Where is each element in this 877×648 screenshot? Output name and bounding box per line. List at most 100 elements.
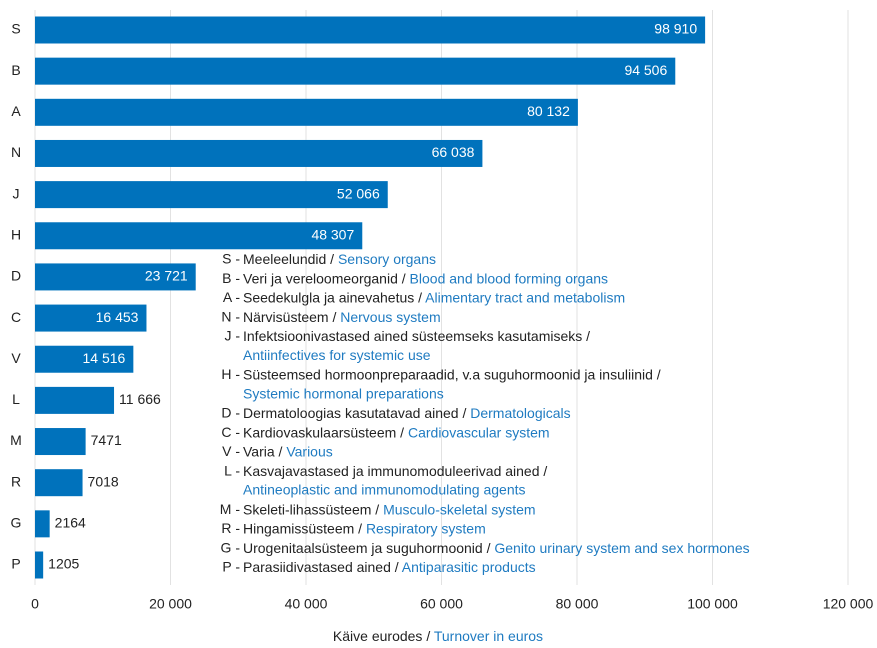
legend-et: Urogenitaalsüsteem ja suguhormoonid / bbox=[243, 539, 491, 555]
value-label: 94 506 bbox=[624, 62, 667, 78]
legend-text: Seedekulgla ja ainevahetus / Alimentary … bbox=[243, 289, 625, 305]
x-tick-label: 40 000 bbox=[285, 596, 328, 612]
value-label: 52 066 bbox=[337, 185, 380, 201]
legend-en: Respiratory system bbox=[366, 520, 486, 536]
bar bbox=[35, 304, 147, 332]
legend-et: Parasiidivastased ained / bbox=[243, 559, 399, 575]
legend-key: M - bbox=[220, 501, 241, 517]
value-label: 16 453 bbox=[96, 309, 139, 325]
legend-text: Varia / Various bbox=[243, 443, 333, 459]
y-tick-label: B bbox=[11, 62, 20, 78]
x-tick-label: 120 000 bbox=[823, 596, 874, 612]
value-label: 80 132 bbox=[527, 103, 570, 119]
legend-et: Kardiovaskulaarsüsteem / bbox=[243, 424, 404, 440]
bar bbox=[35, 386, 115, 414]
legend-en: Nervous system bbox=[340, 308, 440, 324]
legend-key: V - bbox=[222, 443, 240, 459]
legend-text: Infektsioonivastased ained süsteemseks k… bbox=[243, 328, 590, 344]
bar bbox=[35, 510, 50, 538]
legend-et: Kasvajavastased ja immunomoduleerivad ai… bbox=[243, 462, 547, 478]
bar bbox=[35, 345, 134, 373]
bar bbox=[35, 551, 44, 579]
legend-en: Alimentary tract and metabolism bbox=[425, 289, 625, 305]
y-tick-label: C bbox=[11, 309, 21, 325]
legend-text: Veri ja vereloomeorganid / Blood and blo… bbox=[243, 270, 608, 286]
legend-text: Närvisüsteem / Nervous system bbox=[243, 308, 441, 324]
y-tick-label: G bbox=[11, 515, 22, 531]
legend-et: Meeleelundid / bbox=[243, 251, 334, 267]
value-label: 7018 bbox=[88, 473, 119, 489]
legend-text: Süsteemsed hormoonpreparaadid, v.a suguh… bbox=[243, 366, 661, 382]
legend-en: Genito urinary system and sex hormones bbox=[494, 539, 749, 555]
value-label: 23 721 bbox=[145, 268, 188, 284]
legend-et: Seedekulgla ja ainevahetus / bbox=[243, 289, 422, 305]
bar bbox=[35, 222, 363, 250]
legend-et: Närvisüsteem / bbox=[243, 308, 336, 324]
legend-et: Infektsioonivastased ained süsteemseks k… bbox=[243, 328, 590, 344]
y-tick-label: L bbox=[12, 391, 20, 407]
legend-en: Various bbox=[286, 443, 332, 459]
legend-key: H - bbox=[221, 366, 240, 382]
x-tick-label: 100 000 bbox=[687, 596, 738, 612]
y-tick-label: N bbox=[11, 144, 21, 160]
legend-et: Süsteemsed hormoonpreparaadid, v.a suguh… bbox=[243, 366, 661, 382]
legend-en: Blood and blood forming organs bbox=[410, 270, 608, 286]
legend-en: Antiparasitic products bbox=[402, 559, 536, 575]
x-tick-label: 0 bbox=[31, 596, 39, 612]
legend-key: C - bbox=[221, 424, 240, 440]
value-label: 1205 bbox=[48, 556, 79, 572]
x-tick-label: 80 000 bbox=[556, 596, 599, 612]
y-tick-label: M bbox=[10, 432, 22, 448]
legend-key: G - bbox=[221, 539, 241, 555]
legend-en: Dermatologicals bbox=[470, 405, 570, 421]
value-label: 2164 bbox=[55, 515, 86, 531]
legend-key: A - bbox=[223, 289, 240, 305]
y-tick-label: J bbox=[13, 185, 20, 201]
bar bbox=[35, 469, 83, 497]
legend-text: Kasvajavastased ja immunomoduleerivad ai… bbox=[243, 462, 547, 478]
legend-text: Urogenitaalsüsteem ja suguhormoonid / Ge… bbox=[243, 539, 750, 555]
legend-text: Dermatoloogias kasutatavad ained / Derma… bbox=[243, 405, 571, 421]
value-label: 48 307 bbox=[311, 226, 354, 242]
bar bbox=[35, 16, 706, 44]
legend-et: Skeleti-lihassüsteem / bbox=[243, 501, 379, 517]
legend-key: J - bbox=[224, 328, 240, 344]
y-tick-label: H bbox=[11, 226, 21, 242]
y-tick-label: R bbox=[11, 473, 21, 489]
legend-et: Varia / bbox=[243, 443, 283, 459]
legend-key: B - bbox=[222, 270, 240, 286]
value-label: 11 666 bbox=[119, 391, 161, 407]
x-axis-label: Käive eurodes / Turnover in euros bbox=[333, 628, 543, 644]
legend-en: Systemic hormonal preparations bbox=[243, 385, 444, 401]
value-label: 14 516 bbox=[83, 350, 126, 366]
legend-en: Sensory organs bbox=[338, 251, 436, 267]
bar bbox=[35, 139, 483, 167]
legend-key: P - bbox=[222, 559, 240, 575]
legend-key: S - bbox=[222, 251, 240, 267]
legend-key: D - bbox=[221, 405, 240, 421]
legend-et: Veri ja vereloomeorganid / bbox=[243, 270, 406, 286]
legend-text: Parasiidivastased ained / Antiparasitic … bbox=[243, 559, 536, 575]
legend-et: Dermatoloogias kasutatavad ained / bbox=[243, 405, 466, 421]
x-tick-label: 60 000 bbox=[420, 596, 463, 612]
legend-en: Cardiovascular system bbox=[408, 424, 550, 440]
legend-key: N - bbox=[221, 308, 240, 324]
value-label: 66 038 bbox=[432, 144, 475, 160]
bar bbox=[35, 181, 388, 209]
y-tick-label: V bbox=[11, 350, 21, 366]
x-tick-label: 20 000 bbox=[149, 596, 192, 612]
bar bbox=[35, 57, 676, 85]
legend-key: L - bbox=[224, 462, 240, 478]
legend-en: Antiinfectives for systemic use bbox=[243, 347, 431, 363]
legend-text: Kardiovaskulaarsüsteem / Cardiovascular … bbox=[243, 424, 550, 440]
x-label-en: Turnover in euros bbox=[434, 628, 543, 644]
y-tick-label: S bbox=[11, 21, 20, 37]
value-label: 7471 bbox=[91, 432, 122, 448]
y-tick-label: P bbox=[11, 556, 20, 572]
legend-text: Meeleelundid / Sensory organs bbox=[243, 251, 436, 267]
y-tick-label: A bbox=[11, 103, 21, 119]
legend-text: Hingamissüsteem / Respiratory system bbox=[243, 520, 486, 536]
value-label: 98 910 bbox=[654, 21, 697, 37]
legend-en: Antineoplastic and immunomodulating agen… bbox=[243, 482, 526, 498]
